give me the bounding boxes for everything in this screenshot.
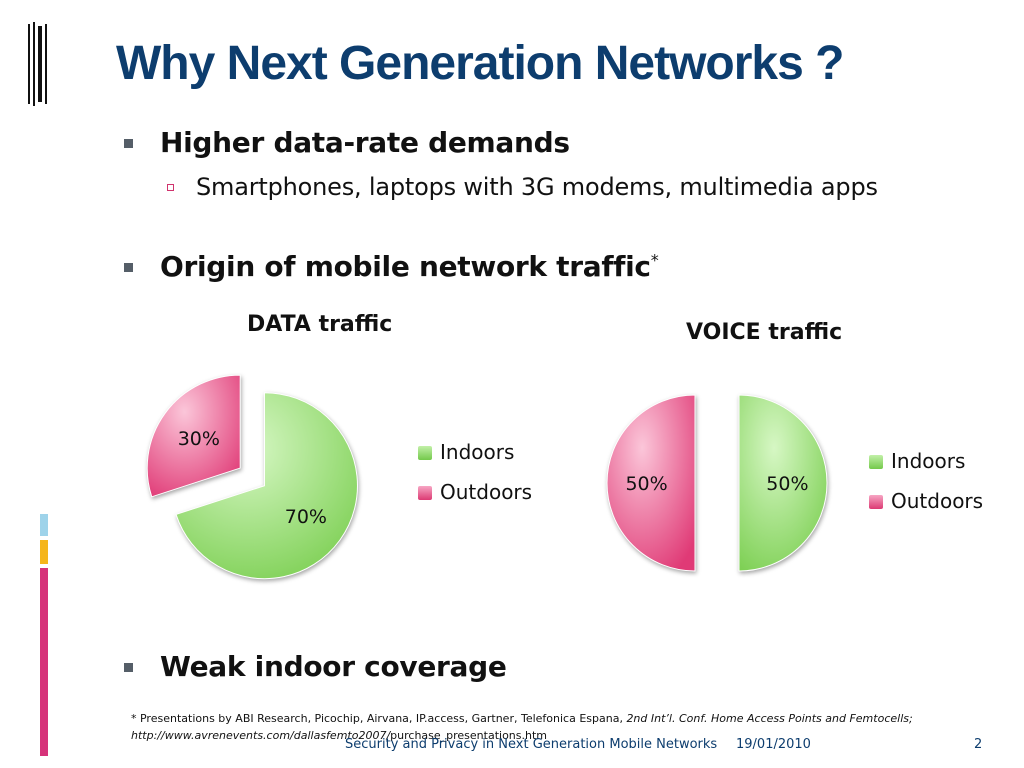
bullet-traffic-origin: Origin of mobile network traffic*	[124, 250, 659, 283]
side-strip-yellow	[40, 540, 48, 564]
data-chart-legend: Indoors Outdoors	[418, 440, 532, 520]
legend-label: Outdoors	[440, 480, 533, 504]
legend-label: Indoors	[891, 449, 966, 473]
pie-slice-indoors	[175, 392, 358, 580]
footnote: * Presentations by ABI Research, Picochi…	[131, 710, 913, 744]
pie-slice-outdoors	[606, 394, 696, 572]
bullet-square-icon	[124, 139, 133, 148]
pie-label-indoors: 50%	[766, 473, 808, 495]
legend-item-indoors: Indoors	[869, 449, 983, 489]
data-traffic-pie: 70% 30%	[146, 374, 358, 580]
legend-label: Outdoors	[891, 489, 984, 513]
pie-label-indoors: 70%	[285, 506, 327, 528]
legend-item-outdoors: Outdoors	[418, 480, 532, 520]
footer-page-number: 2	[974, 737, 983, 752]
legend-label: Indoors	[440, 440, 515, 464]
slide-title: Why Next Generation Networks ?	[116, 37, 844, 90]
bullet-indoor-coverage: Weak indoor coverage	[124, 650, 507, 683]
bullet-data-rate: Higher data-rate demands	[124, 126, 570, 159]
footer-date: 19/01/2010	[736, 737, 811, 752]
sub-bullet-text: Smartphones, laptops with 3G modems, mul…	[196, 173, 878, 201]
bullet-text: Weak indoor coverage	[160, 650, 507, 683]
bullet-text: Higher data-rate demands	[160, 126, 570, 159]
pie-slice-indoors	[738, 394, 828, 572]
footnote-line-1: * Presentations by ABI Research, Picochi…	[131, 710, 913, 727]
voice-traffic-pie: 50% 50%	[606, 394, 828, 572]
footnote-sources: * Presentations by ABI Research, Picochi…	[131, 712, 627, 725]
pie-slice-outdoors	[146, 374, 241, 498]
legend-swatch-outdoors	[869, 495, 883, 509]
sub-bullet-devices: Smartphones, laptops with 3G modems, mul…	[167, 173, 878, 201]
bullet-square-icon	[124, 663, 133, 672]
footnote-conference: 2nd Int’l. Conf. Home Access Points and …	[626, 712, 913, 725]
pie-label-outdoors: 30%	[178, 428, 220, 450]
footnote-url: http://www.avrenevents.com/dallasfemto20…	[131, 729, 391, 742]
asterisk-marker: *	[650, 250, 659, 270]
side-strip-pink	[40, 568, 48, 756]
hollow-square-icon	[167, 184, 174, 191]
legend-item-outdoors: Outdoors	[869, 489, 983, 529]
side-strip-blue	[40, 514, 48, 536]
voice-chart-title: VOICE traffic	[686, 320, 843, 345]
pie-label-outdoors: 50%	[625, 473, 667, 495]
footnote-url-tail: purchase_presentations.htm	[390, 729, 548, 742]
footer-title: Security and Privacy in Next Generation …	[345, 737, 718, 752]
voice-chart-legend: Indoors Outdoors	[869, 449, 983, 529]
legend-swatch-indoors	[418, 446, 432, 460]
bullet-text: Origin of mobile network traffic	[160, 250, 651, 283]
legend-swatch-outdoors	[418, 486, 432, 500]
bullet-square-icon	[124, 263, 133, 272]
decorative-corner-lines	[28, 22, 47, 106]
legend-item-indoors: Indoors	[418, 440, 532, 480]
data-chart-title: DATA traffic	[247, 312, 393, 337]
footnote-line-2: http://www.avrenevents.com/dallasfemto20…	[131, 727, 913, 744]
legend-swatch-indoors	[869, 455, 883, 469]
